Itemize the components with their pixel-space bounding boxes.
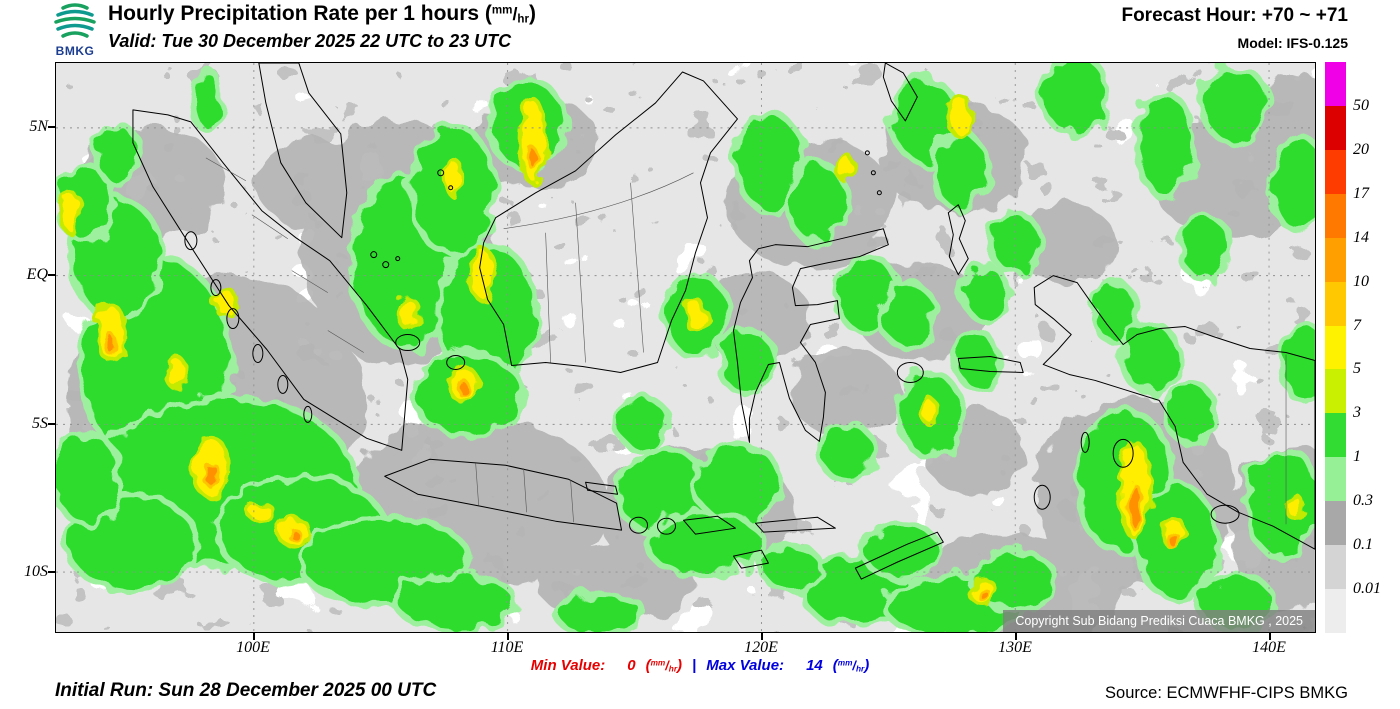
- legend-value: 5: [1353, 360, 1361, 378]
- title-unit-slash: /: [512, 4, 518, 24]
- legend-value: 50: [1353, 96, 1369, 114]
- legend-value: 1: [1353, 448, 1361, 466]
- legend-segment: [1325, 325, 1346, 370]
- initial-run-label: Initial Run: Sun 28 December 2025 00 UTC: [55, 680, 437, 701]
- legend-segment: [1325, 589, 1346, 633]
- legend-value: 3: [1353, 404, 1361, 422]
- legend-segment: [1325, 149, 1346, 194]
- page-title: Hourly Precipitation Rate per 1 hours (m…: [108, 2, 536, 26]
- legend-value: 10: [1353, 272, 1369, 290]
- legend-value: 0.1: [1353, 536, 1373, 554]
- map-copyright: Copyright Sub Bidang Prediksi Cuaca BMKG…: [1003, 610, 1315, 632]
- legend-segment: [1325, 369, 1346, 414]
- lat-label-5n: 5N: [29, 118, 48, 135]
- precip-orange-layer: [104, 146, 1180, 601]
- legend-value: 0.3: [1353, 492, 1373, 510]
- legend-value: 14: [1353, 228, 1369, 246]
- lat-tick: [48, 571, 55, 573]
- max-value-label: Max Value:: [706, 657, 785, 674]
- legend-segment: [1325, 457, 1346, 502]
- legend-segment: [1325, 501, 1346, 546]
- model-label: Model: IFS-0.125: [1237, 35, 1348, 51]
- legend-bar: [1325, 62, 1346, 633]
- min-value: 0: [627, 657, 636, 674]
- max-unit: (mm/hr): [832, 657, 870, 674]
- legend-segment: [1325, 237, 1346, 282]
- legend-value: 0.01: [1353, 580, 1381, 598]
- lon-label-140e: 140E: [1252, 639, 1286, 656]
- gridlines: [56, 63, 1315, 632]
- lat-label-5s: 5S: [32, 415, 48, 432]
- title-unit-hr: hr: [517, 13, 529, 26]
- lat-tick: [48, 274, 55, 276]
- lat-tick: [48, 126, 55, 128]
- lat-tick: [48, 423, 55, 425]
- min-unit: (mm/hr): [645, 657, 683, 674]
- map-canvas: [56, 63, 1315, 632]
- legend-segment: [1325, 545, 1346, 590]
- legend-value: 7: [1353, 316, 1361, 334]
- legend-segment: [1325, 62, 1346, 106]
- map-frame: Copyright Sub Bidang Prediksi Cuaca BMKG…: [55, 62, 1316, 633]
- legend-value: 17: [1353, 184, 1369, 202]
- coastlines: [132, 63, 1315, 580]
- minmax-separator: |: [692, 657, 697, 674]
- legend-segment: [1325, 193, 1346, 238]
- lon-label-100e: 100E: [236, 639, 270, 656]
- lat-label-eq: EQ: [26, 266, 48, 283]
- legend-segment: [1325, 413, 1346, 458]
- min-value-label: Min Value:: [530, 657, 606, 674]
- lon-tick: [761, 633, 763, 640]
- valid-time-line: Valid: Tue 30 December 2025 22 UTC to 23…: [108, 31, 512, 51]
- title-unit-mm: mm: [491, 4, 513, 17]
- lon-tick: [253, 633, 255, 640]
- lon-tick: [1015, 633, 1017, 640]
- forecast-hour-label: Forecast Hour: +70 ~ +71: [1121, 5, 1348, 26]
- max-value: 14: [806, 657, 823, 674]
- legend-labels: 50 20 17 14 10 7 5 3 1 0.3 0.1 0.01: [1353, 62, 1399, 633]
- bmkg-logo: BMKG: [46, 3, 104, 58]
- lat-label-10s: 10S: [24, 563, 48, 580]
- lon-tick: [507, 633, 509, 640]
- admin-boundaries: [205, 157, 1287, 525]
- lon-tick: [1269, 633, 1271, 640]
- lon-label-110e: 110E: [490, 639, 524, 656]
- bmkg-logo-icon: [54, 3, 96, 38]
- minmax-line: Min Value: 0 (mm/hr) | Max Value: 14 (mm/hr): [0, 657, 1400, 674]
- legend-segment: [1325, 105, 1346, 150]
- legend-value: 20: [1353, 140, 1369, 158]
- lon-label-120e: 120E: [744, 639, 778, 656]
- bmkg-logo-text: BMKG: [55, 44, 95, 58]
- legend-segment: [1325, 281, 1346, 326]
- source-label: Source: ECMWFHF-CIPS BMKG: [1105, 684, 1348, 702]
- title-text: Hourly Precipitation Rate per 1 hours (: [108, 2, 492, 25]
- lon-label-130e: 130E: [998, 639, 1032, 656]
- title-close-paren: ): [528, 2, 536, 25]
